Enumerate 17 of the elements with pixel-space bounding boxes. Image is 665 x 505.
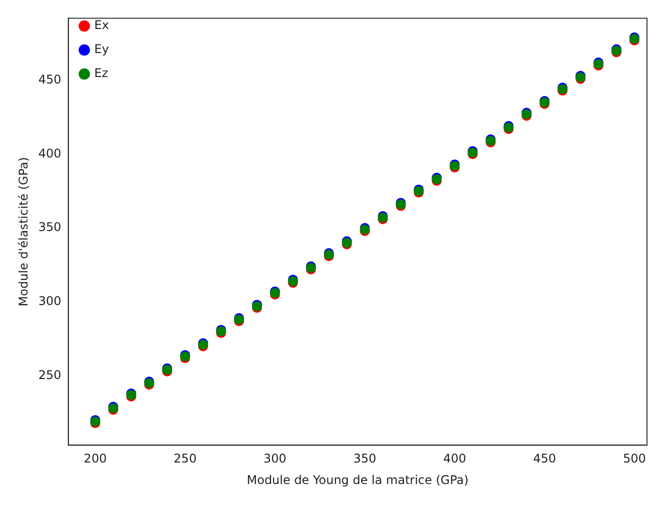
x-tick-label: 250	[174, 452, 197, 466]
x-tick-label: 200	[84, 452, 107, 466]
x-tick-label: 400	[443, 452, 466, 466]
x-tick-label: 350	[353, 452, 376, 466]
x-tick-label: 450	[533, 452, 556, 466]
y-tick-label: 450	[38, 72, 62, 86]
legend-label: Ex	[94, 18, 109, 32]
y-axis-title: Module d'élasticité (GPa)	[16, 157, 30, 306]
y-tick-label: 350	[38, 220, 62, 234]
y-tick-label: 300	[38, 294, 62, 308]
y-tick-label: 400	[38, 146, 62, 160]
x-axis-title: Module de Young de la matrice (GPa)	[246, 472, 469, 487]
x-tick-label: 300	[264, 452, 286, 466]
legend-label: Ez	[94, 66, 108, 80]
legend-label: Ey	[94, 42, 109, 56]
y-tick-label: 250	[38, 368, 62, 382]
x-tick-label: 500	[622, 452, 646, 466]
